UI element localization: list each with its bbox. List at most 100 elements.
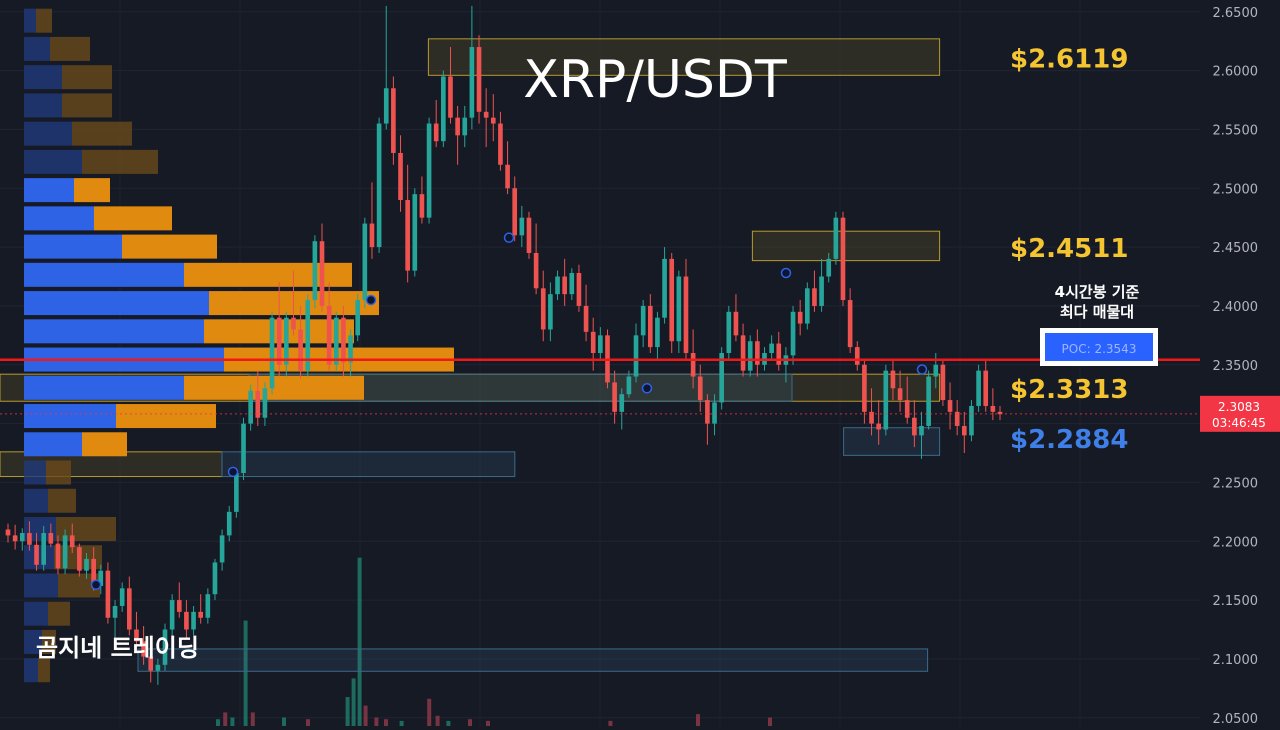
candle-body	[540, 288, 546, 330]
profile-buy-bar	[24, 432, 82, 457]
candle-body	[169, 600, 175, 630]
candle-body	[690, 352, 696, 377]
profile-buy-bar	[24, 573, 58, 598]
profile-buy-bar	[24, 65, 62, 90]
poc-label-box[interactable]: POC: 2.3543	[1040, 328, 1158, 366]
volume-bar	[357, 557, 362, 726]
candlesticks	[5, 5, 1003, 685]
candle-body	[69, 535, 75, 548]
level-label: $2.3313	[1010, 375, 1128, 405]
profile-sell-bar	[36, 8, 52, 33]
candle-body	[77, 547, 82, 571]
candle-body	[862, 364, 867, 412]
candle-body	[255, 390, 261, 418]
candle-body	[933, 364, 939, 377]
candle-body	[405, 200, 410, 271]
poc-label: POC: 2.3543	[1062, 342, 1137, 356]
candle-body	[141, 641, 146, 657]
profile-sell-bar	[62, 65, 112, 90]
candle-body	[747, 341, 753, 371]
candle-body	[212, 562, 218, 595]
price-tick-label: 2.0500	[1213, 712, 1259, 726]
candle-body	[412, 194, 418, 271]
candle-body	[755, 341, 760, 365]
candle-body	[997, 411, 1003, 415]
candle-body	[176, 600, 182, 612]
volume-bar	[427, 698, 432, 726]
candle-body	[883, 370, 889, 430]
candle-body	[383, 88, 389, 124]
candle-body	[355, 300, 361, 336]
candle-body	[847, 300, 853, 348]
event-marker	[365, 294, 377, 306]
volume-profile	[24, 8, 454, 683]
candle-body	[562, 276, 567, 295]
price-tick-label: 2.3500	[1213, 359, 1259, 374]
watermark-text: 곰지네 트레이딩	[36, 634, 199, 662]
candle-body	[940, 364, 946, 401]
candle-body	[947, 400, 953, 412]
candle-body	[291, 317, 296, 330]
candle-body	[733, 311, 739, 336]
profile-sell-bar	[94, 206, 172, 231]
candle-body	[376, 123, 382, 248]
profile-buy-bar	[24, 601, 48, 626]
candle-body	[433, 123, 439, 142]
candle-body	[205, 594, 211, 618]
volume-bar	[223, 712, 228, 726]
candle-body	[91, 558, 96, 586]
profile-buy-bar	[24, 319, 204, 344]
event-marker	[227, 466, 239, 478]
candle-body	[526, 217, 532, 253]
volume-bar	[399, 720, 404, 726]
profile-buy-bar	[24, 178, 74, 203]
candle-body	[969, 405, 974, 436]
candle-body	[819, 276, 824, 306]
candle-body	[576, 272, 582, 306]
candle-body	[462, 117, 468, 136]
candle-body	[826, 258, 832, 277]
candle-body	[333, 317, 339, 365]
candle-body	[341, 317, 346, 363]
supply-zone	[751, 230, 941, 262]
candle-body	[34, 544, 39, 565]
profile-sell-bar	[184, 262, 352, 287]
volume-bar	[345, 697, 350, 726]
profile-buy-bar	[24, 460, 46, 485]
candle-body	[647, 305, 653, 348]
candle-body	[726, 311, 732, 353]
poc-note-line-1: 4시간봉 기준	[1055, 283, 1140, 301]
event-marker	[780, 267, 792, 279]
candle-body	[326, 305, 332, 365]
candle-body	[312, 241, 318, 301]
volume-bar	[363, 705, 368, 726]
candle-body	[897, 388, 903, 401]
candle-body	[919, 425, 924, 436]
profile-buy-bar	[24, 8, 36, 33]
candle-body	[533, 252, 539, 289]
price-tick-label: 2.6500	[1213, 6, 1259, 21]
candle-body	[62, 535, 68, 569]
volume-bar	[768, 717, 772, 726]
profile-sell-bar	[62, 93, 112, 118]
candle-body	[319, 241, 325, 306]
profile-sell-bar	[46, 460, 71, 485]
volume-bar	[243, 620, 248, 726]
candle-body	[41, 533, 47, 565]
volume-bar	[468, 719, 472, 726]
event-markers	[90, 232, 928, 591]
candle-body	[284, 317, 289, 365]
candle-body	[269, 317, 275, 389]
candle-body	[776, 343, 782, 365]
price-tick-label: 2.2000	[1213, 535, 1259, 550]
profile-sell-bar	[122, 234, 217, 259]
profile-buy-bar	[24, 234, 122, 259]
candle-body	[626, 376, 632, 395]
candle-body	[5, 529, 11, 536]
profile-sell-bar	[48, 488, 76, 513]
candle-body	[976, 370, 981, 406]
profile-buy-bar	[24, 206, 94, 231]
level-label: $2.4511	[1010, 234, 1128, 264]
